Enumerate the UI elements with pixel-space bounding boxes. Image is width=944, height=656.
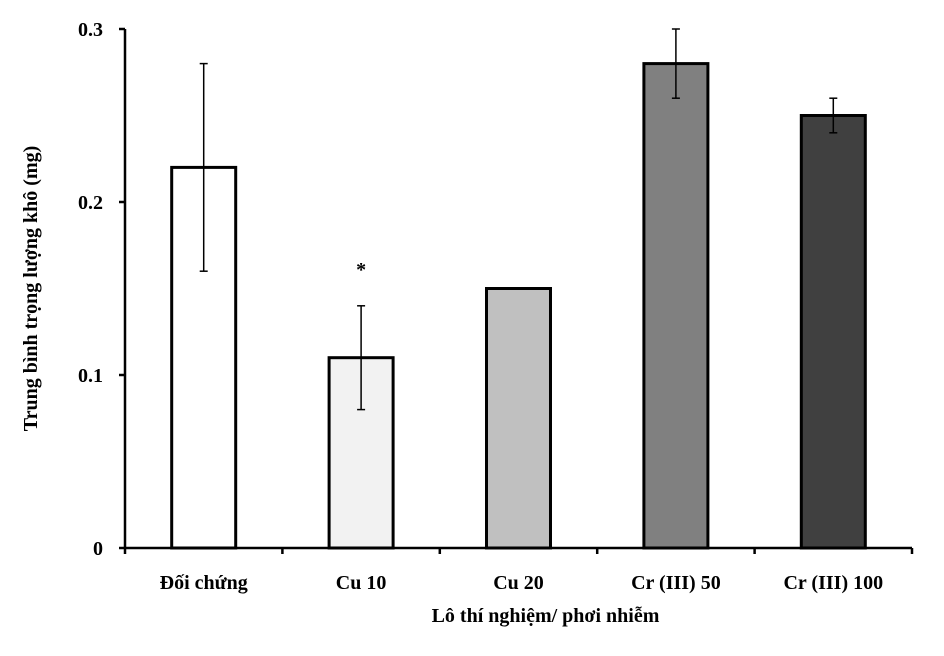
bar-3	[642, 62, 710, 550]
y-tick-label-1: 0.1	[78, 365, 103, 387]
bars-layer	[170, 62, 867, 550]
x-axis-title: Lô thí nghiệm/ phơi nhiễm	[432, 605, 660, 627]
error-bar-0	[199, 62, 208, 272]
x-tick-label-3: Cr (III) 50	[631, 572, 721, 594]
error-bar-1	[357, 305, 366, 411]
bar-4	[799, 114, 867, 550]
significance-annotation-0: *	[356, 259, 366, 281]
x-tick-label-1: Cu 10	[336, 572, 387, 594]
x-tick-label-0: Đối chứng	[160, 572, 248, 594]
error-bar-3	[671, 28, 680, 99]
error-bars-layer	[199, 28, 838, 411]
y-axis-title: Trung bình trọng lượng khô (mg)	[20, 146, 42, 432]
annotations-layer: *	[356, 259, 366, 281]
y-tick-label-3: 0.3	[78, 19, 103, 41]
x-tick-label-2: Cu 20	[493, 572, 544, 594]
x-tick-label-4: Cr (III) 100	[783, 572, 883, 594]
error-bar-4	[829, 97, 838, 134]
y-tick-label-2: 0.2	[78, 192, 103, 214]
y-tick-label-0: 0	[93, 538, 103, 560]
axes-layer: 0 0.1 0.2 0.3 Đối chứng Cu 10 Cu 20 Cr (III) 50…	[78, 19, 914, 594]
bar-2	[485, 287, 552, 550]
